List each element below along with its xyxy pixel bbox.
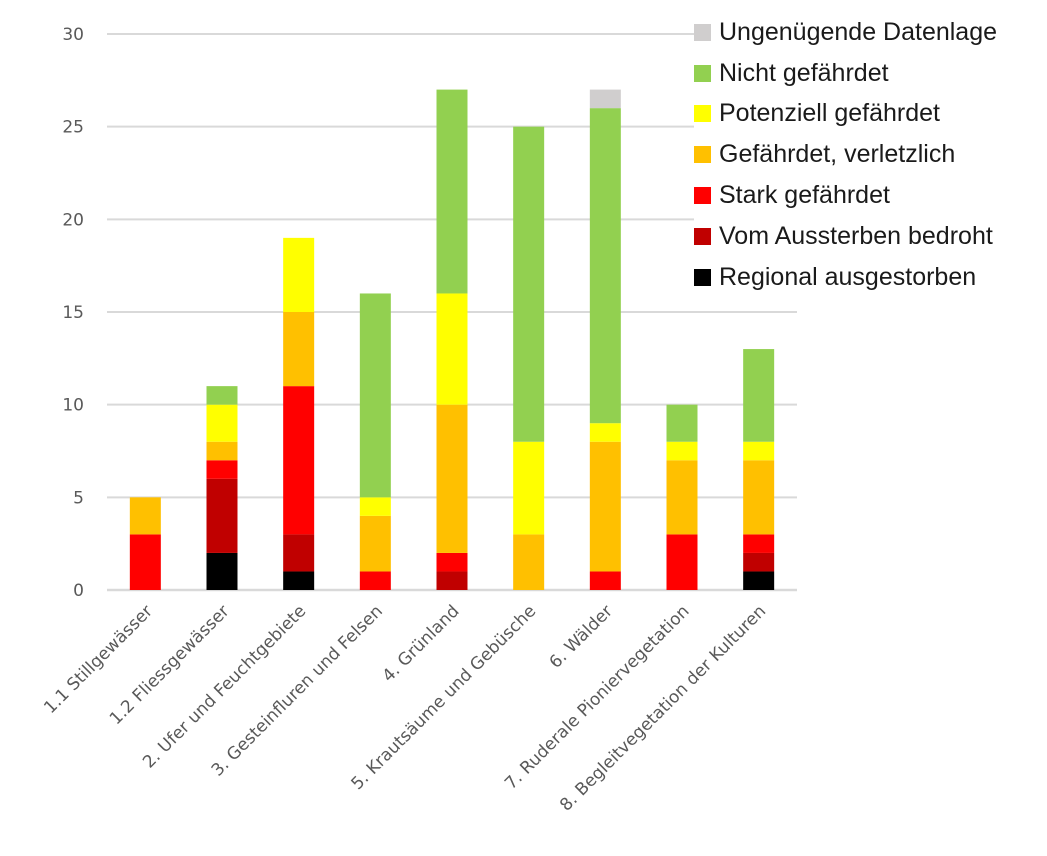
bar-segment	[436, 571, 468, 590]
bar-segment	[666, 534, 698, 590]
bar-segment	[206, 441, 238, 461]
legend-item: Ungenügende Datenlage	[694, 12, 997, 53]
bar-segment	[743, 460, 775, 535]
legend-item: Stark gefährdet	[694, 175, 997, 216]
bar-segment	[513, 441, 545, 535]
bar-segment	[283, 312, 315, 387]
bar-segment	[436, 404, 468, 553]
bar-segment	[436, 552, 468, 572]
legend-label: Stark gefährdet	[719, 181, 890, 210]
bar-segment	[129, 534, 161, 590]
y-tick-label: 30	[62, 25, 84, 45]
legend-item: Potenziell gefährdet	[694, 94, 997, 135]
legend-label: Gefährdet, verletzlich	[719, 140, 956, 169]
bar-segment	[359, 571, 391, 590]
bar-segment	[743, 534, 775, 553]
legend-swatch-icon	[694, 64, 711, 82]
bar-segment	[589, 571, 621, 590]
bar-segment	[589, 108, 621, 424]
bar-segment	[513, 126, 545, 442]
legend-label: Nicht gefährdet	[719, 58, 889, 87]
y-tick-label: 10	[62, 396, 84, 416]
bar-segment	[206, 478, 238, 553]
legend-swatch-icon	[694, 227, 711, 245]
bar-segment	[743, 349, 775, 442]
bar-segment	[206, 404, 238, 442]
bar-segment	[283, 237, 315, 312]
y-tick-label: 15	[62, 303, 84, 323]
bar-segment	[513, 534, 545, 590]
bar-segment	[743, 571, 775, 590]
x-category-label: 2. Ufer und Feuchtgebiete	[139, 601, 310, 772]
bar-segment	[666, 404, 698, 442]
bar-segment	[743, 552, 775, 572]
legend-label: Regional ausgestorben	[719, 262, 977, 291]
bar-segment	[666, 460, 698, 535]
y-tick-label: 25	[62, 118, 84, 138]
bar-segment	[283, 534, 315, 572]
x-category-label: 4. Grünland	[379, 601, 464, 686]
y-axis-ticks: 0 5 10 15 20 25 30	[62, 25, 84, 601]
legend-swatch-icon	[694, 187, 711, 205]
bar-segment	[589, 441, 621, 572]
x-category-label: 6. Wälder	[546, 601, 617, 672]
legend: Ungenügende Datenlage Nicht gefährdet Pote…	[694, 10, 1002, 302]
bars	[129, 89, 775, 590]
bar-segment	[283, 386, 315, 535]
legend-label: Vom Aussterben bedroht	[719, 221, 993, 250]
bar-segment	[589, 89, 621, 109]
legend-swatch-icon	[694, 146, 711, 164]
bar-segment	[206, 460, 238, 479]
y-tick-label: 0	[73, 581, 84, 601]
legend-swatch-icon	[694, 268, 711, 286]
bar-segment	[206, 552, 238, 590]
bar-segment	[129, 497, 161, 535]
bar-segment	[283, 571, 315, 590]
legend-swatch-icon	[694, 105, 711, 123]
y-tick-label: 5	[73, 488, 84, 508]
legend-label: Ungenügende Datenlage	[719, 17, 998, 46]
bar-segment	[589, 423, 621, 442]
legend-item: Nicht gefährdet	[694, 53, 997, 94]
legend-item: Gefährdet, verletzlich	[694, 134, 997, 175]
bar-segment	[436, 89, 468, 294]
bar-segment	[666, 441, 698, 461]
y-tick-label: 20	[62, 210, 84, 230]
legend-item: Vom Aussterben bedroht	[694, 216, 997, 257]
legend-label: Potenziell gefährdet	[719, 99, 940, 128]
bar-segment	[743, 441, 775, 461]
bar-segment	[359, 515, 391, 572]
bar-segment	[359, 293, 391, 498]
legend-swatch-icon	[694, 23, 711, 41]
bar-segment	[436, 293, 468, 405]
bar-segment	[206, 386, 238, 405]
legend-item: Regional ausgestorben	[694, 257, 997, 298]
bar-segment	[359, 497, 391, 516]
